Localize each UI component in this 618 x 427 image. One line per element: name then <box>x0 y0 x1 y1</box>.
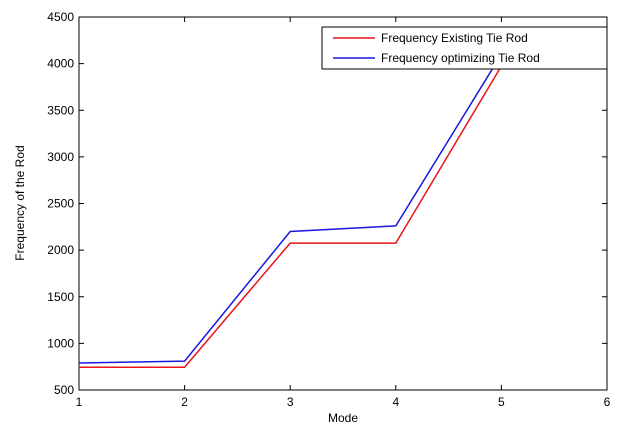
x-axis-ticks: 1 2 3 4 5 6 <box>76 17 611 409</box>
x-tick-label: 5 <box>498 395 505 409</box>
y-tick-label: 3500 <box>47 103 74 117</box>
legend-label-existing: Frequency Existing Tie Rod <box>381 31 528 45</box>
y-tick-label: 1500 <box>47 290 74 304</box>
y-tick-label: 3000 <box>47 150 74 164</box>
legend-box <box>321 26 608 70</box>
y-tick-label: 2500 <box>47 197 74 211</box>
plot-area: 1 2 3 4 5 6 500 1000 1500 2000 2500 3000 3500 4000 45… <box>47 10 610 409</box>
x-tick-label: 4 <box>392 395 399 409</box>
x-axis-title: Mode <box>328 411 358 425</box>
x-tick-label: 2 <box>181 395 188 409</box>
x-tick-label: 6 <box>604 395 611 409</box>
y-tick-label: 500 <box>54 383 74 397</box>
y-tick-label: 4500 <box>47 10 74 24</box>
x-tick-label: 1 <box>76 395 83 409</box>
x-tick-label: 3 <box>287 395 294 409</box>
legend: Frequency Existing Tie Rod Frequency opt… <box>321 26 608 70</box>
y-tick-label: 2000 <box>47 243 74 257</box>
y-axis-title: Frequency of the Rod <box>13 145 27 260</box>
y-axis-ticks: 500 1000 1500 2000 2500 3000 3500 4000 4500 <box>47 10 607 397</box>
y-tick-label: 4000 <box>47 57 74 71</box>
plot-frame <box>78 16 608 391</box>
y-tick-label: 1000 <box>47 336 74 350</box>
legend-label-optimizing: Frequency optimizing Tie Rod <box>381 51 540 65</box>
